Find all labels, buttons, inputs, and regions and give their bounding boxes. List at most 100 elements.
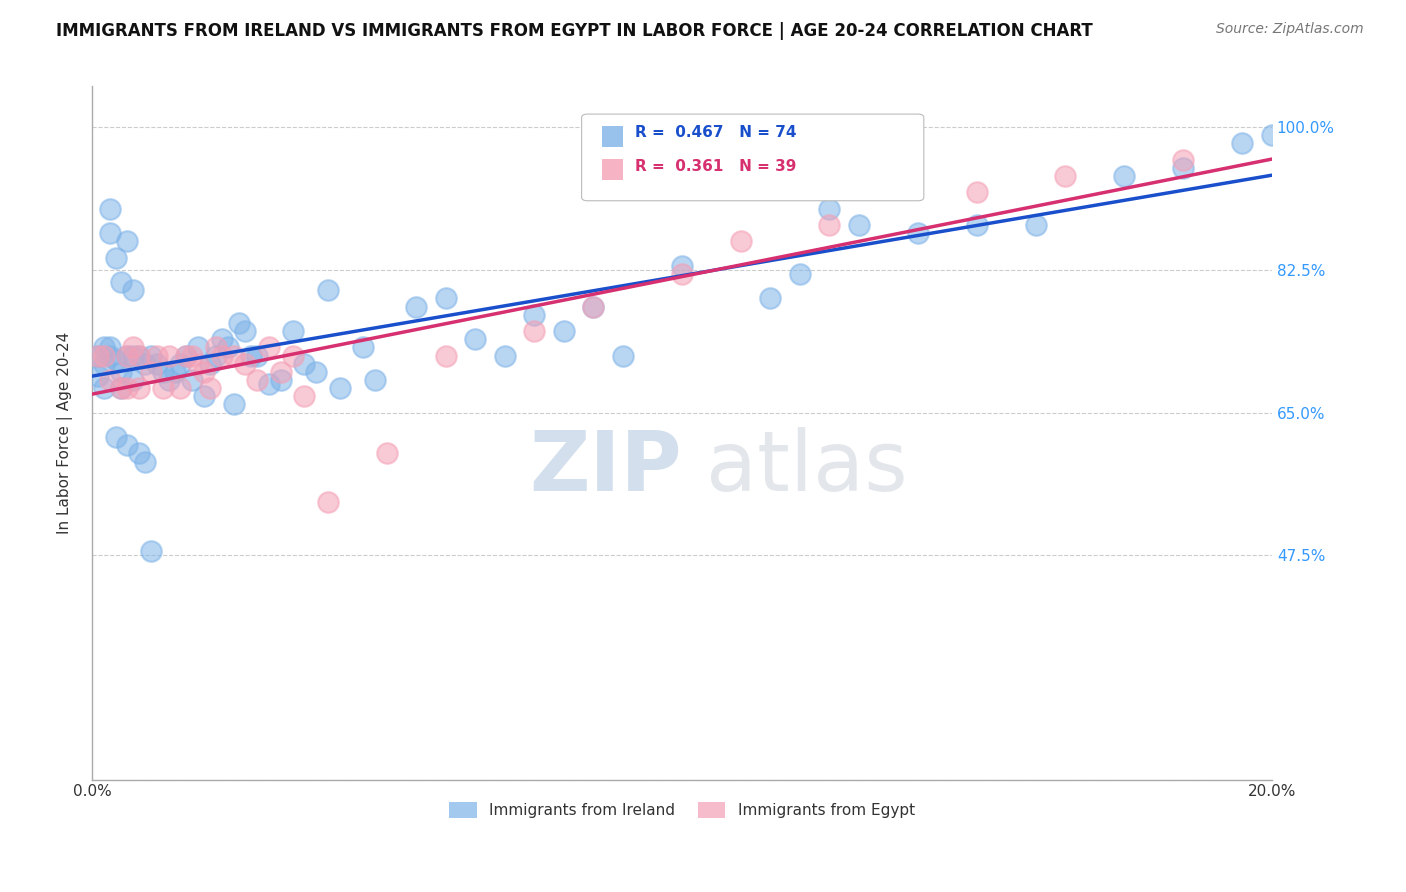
Point — [193, 389, 215, 403]
Point — [87, 349, 110, 363]
Point — [117, 438, 139, 452]
Point — [281, 349, 304, 363]
Point — [364, 373, 387, 387]
Point — [87, 349, 110, 363]
Point — [1114, 169, 1136, 183]
Point — [198, 357, 221, 371]
Point — [198, 381, 221, 395]
Point — [553, 324, 575, 338]
Point — [671, 259, 693, 273]
Point — [848, 218, 870, 232]
Point — [246, 349, 269, 363]
Point — [104, 352, 127, 367]
Point — [292, 357, 315, 371]
Text: ZIP: ZIP — [530, 427, 682, 508]
Point — [222, 349, 245, 363]
Point — [146, 349, 169, 363]
Point — [405, 300, 427, 314]
Point — [211, 332, 233, 346]
Point — [122, 283, 145, 297]
Point — [233, 324, 256, 338]
Point — [128, 446, 150, 460]
Bar — [602, 159, 623, 180]
Point — [181, 373, 204, 387]
Point — [110, 381, 132, 395]
Point — [1173, 153, 1195, 167]
Point — [128, 381, 150, 395]
Point — [139, 544, 162, 558]
Point — [104, 251, 127, 265]
Point — [292, 389, 315, 403]
Point — [134, 454, 156, 468]
Point — [233, 357, 256, 371]
Point — [966, 218, 988, 232]
Point — [139, 349, 162, 363]
Point — [270, 373, 292, 387]
Point — [152, 365, 174, 379]
FancyBboxPatch shape — [582, 114, 924, 201]
Point — [110, 275, 132, 289]
Point — [222, 397, 245, 411]
Point — [122, 373, 145, 387]
Point — [818, 218, 841, 232]
Point — [98, 202, 121, 216]
Point — [434, 292, 457, 306]
Point — [257, 340, 280, 354]
Point — [205, 349, 228, 363]
Text: Source: ZipAtlas.com: Source: ZipAtlas.com — [1216, 22, 1364, 37]
Text: atlas: atlas — [706, 427, 907, 508]
Point — [128, 349, 150, 363]
Point — [163, 365, 186, 379]
Point — [139, 365, 162, 379]
Legend: Immigrants from Ireland, Immigrants from Egypt: Immigrants from Ireland, Immigrants from… — [443, 796, 921, 824]
Point — [464, 332, 486, 346]
Point — [494, 349, 516, 363]
Point — [1173, 161, 1195, 175]
Point — [907, 226, 929, 240]
Point — [1054, 169, 1077, 183]
Point — [316, 283, 339, 297]
Text: R =  0.467   N = 74: R = 0.467 N = 74 — [634, 125, 796, 140]
Point — [523, 308, 546, 322]
Point — [98, 373, 121, 387]
Point — [1025, 218, 1047, 232]
Point — [612, 349, 634, 363]
Point — [246, 373, 269, 387]
Point — [117, 349, 139, 363]
Point — [128, 349, 150, 363]
Point — [1261, 128, 1284, 143]
Text: R =  0.361   N = 39: R = 0.361 N = 39 — [634, 159, 796, 174]
Point — [93, 381, 115, 395]
Point — [152, 381, 174, 395]
Point — [176, 349, 198, 363]
Point — [375, 446, 398, 460]
Point — [122, 340, 145, 354]
Point — [117, 235, 139, 249]
Point — [582, 300, 605, 314]
Point — [966, 186, 988, 200]
Point — [228, 316, 250, 330]
Point — [193, 365, 215, 379]
Bar — [602, 126, 623, 146]
Point — [187, 340, 209, 354]
Point — [104, 430, 127, 444]
Point — [818, 202, 841, 216]
Y-axis label: In Labor Force | Age 20-24: In Labor Force | Age 20-24 — [58, 332, 73, 534]
Point — [523, 324, 546, 338]
Point — [789, 267, 811, 281]
Point — [582, 300, 605, 314]
Point — [240, 349, 263, 363]
Point — [1232, 136, 1254, 151]
Point — [730, 235, 752, 249]
Point — [98, 349, 121, 363]
Point — [87, 368, 110, 383]
Point — [117, 381, 139, 395]
Point — [187, 357, 209, 371]
Point — [211, 349, 233, 363]
Point — [671, 267, 693, 281]
Point — [93, 357, 115, 371]
Point — [759, 292, 782, 306]
Point — [434, 349, 457, 363]
Point — [157, 373, 180, 387]
Point — [117, 349, 139, 363]
